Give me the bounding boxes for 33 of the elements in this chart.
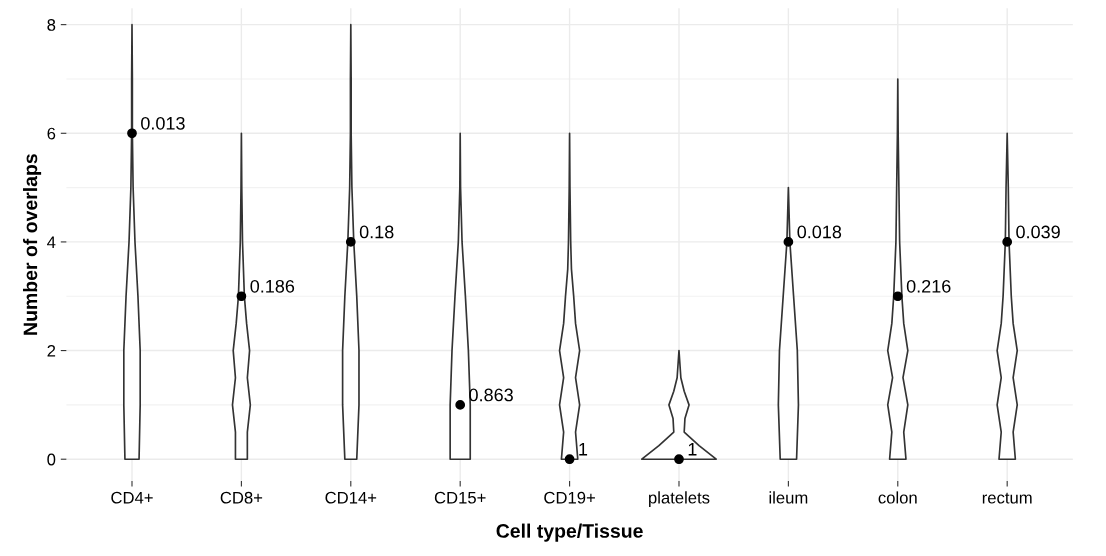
y-tick-label: 6	[47, 127, 56, 140]
x-tick-label: colon	[878, 491, 917, 504]
point	[674, 454, 684, 465]
annotation: 0.018	[797, 225, 842, 239]
annotation: 0.216	[906, 279, 951, 293]
x-tick-label: rectum	[982, 492, 1032, 504]
point	[345, 237, 356, 247]
point	[127, 128, 137, 139]
x-tick-label: CD19+	[544, 491, 595, 504]
x-tick-label: CD4+	[111, 491, 153, 504]
x-tick-label: CD8+	[220, 491, 263, 504]
point	[236, 291, 247, 302]
y-axis-title: Number of overlaps	[22, 154, 42, 335]
point	[1002, 237, 1013, 247]
point	[455, 400, 466, 410]
y-tick-label: 0	[47, 453, 56, 466]
x-tick-label: CD15+	[434, 491, 486, 504]
x-tick-label: ileum	[769, 491, 808, 504]
y-tick-label: 2	[47, 344, 56, 357]
point	[564, 454, 575, 465]
y-tick-label: 4	[47, 236, 56, 248]
point	[892, 291, 903, 302]
annotation: 1	[688, 443, 697, 456]
x-tick-label: CD14+	[325, 491, 377, 504]
x-tick-label: platelets	[649, 491, 710, 507]
annotation: 0.039	[1016, 225, 1060, 239]
annotation: 0.013	[141, 116, 185, 130]
y-tick-label: 8	[47, 19, 56, 31]
annotation: 0.186	[250, 279, 295, 293]
annotation: 0.18	[359, 225, 394, 239]
x-axis-title: Cell type/Tissue	[496, 523, 643, 542]
annotation: 1	[579, 443, 588, 456]
point	[783, 237, 794, 247]
